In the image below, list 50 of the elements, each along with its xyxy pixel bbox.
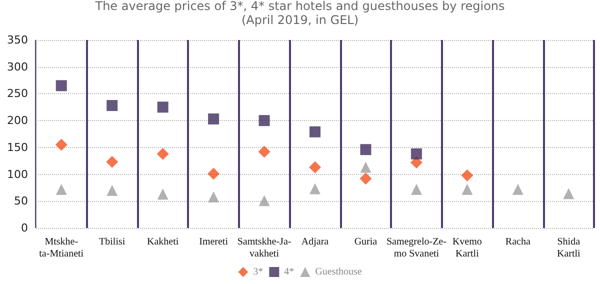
point <box>512 184 524 195</box>
y-tick-label: 250 <box>7 87 28 100</box>
x-tick-label: Racha <box>505 236 531 248</box>
legend-label: Guesthouse <box>315 266 362 278</box>
point <box>410 184 422 195</box>
point <box>310 183 320 194</box>
x-tick-label: Samtskhe-Ja- vakheti <box>237 236 292 260</box>
x-tick-label: Kakheti <box>146 236 179 248</box>
point <box>106 156 118 168</box>
point <box>563 188 574 200</box>
y-tick-label: 50 <box>14 194 28 208</box>
point <box>56 184 67 195</box>
point <box>360 144 372 156</box>
point <box>258 146 270 158</box>
point <box>157 102 168 113</box>
point <box>157 188 168 200</box>
y-tick-label: 200 <box>7 114 28 128</box>
point <box>106 184 118 196</box>
y-tick-label: 300 <box>7 60 28 74</box>
chart-title: The average prices of 3*, 4* star hotels and guesthouses by regions (April 2019, in GEL) <box>94 0 505 27</box>
x-tick-label: Guria <box>354 236 378 248</box>
point <box>462 184 473 195</box>
point <box>310 126 320 138</box>
y-tick-label: 0 <box>21 222 28 234</box>
point <box>309 161 321 174</box>
x-tick-label: Samegrelo-Ze- mo Svaneti <box>386 236 446 260</box>
point <box>55 138 68 151</box>
legend-label: 4* <box>284 266 294 278</box>
x-tick-label: Imereti <box>199 236 228 248</box>
y-tick-label: 150 <box>7 140 28 154</box>
point <box>258 195 270 206</box>
point <box>106 100 118 112</box>
x-tick-label: Kvemo Kartli <box>452 236 482 260</box>
point <box>208 191 220 202</box>
x-tick-label: Tbilisi <box>99 236 126 248</box>
point <box>360 162 372 173</box>
point <box>56 80 67 92</box>
point <box>360 172 372 185</box>
legend-label: 3* <box>253 266 264 278</box>
x-tick-label: Mtskhe- ta-Mtianeti <box>39 236 84 260</box>
x-tick-label: Adjara <box>301 236 330 248</box>
point <box>410 148 422 160</box>
point <box>208 168 220 180</box>
y-tick-label: 350 <box>7 34 28 46</box>
y-tick-label: 100 <box>7 168 28 181</box>
point <box>208 113 220 124</box>
point <box>461 169 474 182</box>
x-tick-label: Shida Kartli <box>556 236 581 260</box>
point <box>156 148 169 160</box>
point <box>258 115 270 126</box>
